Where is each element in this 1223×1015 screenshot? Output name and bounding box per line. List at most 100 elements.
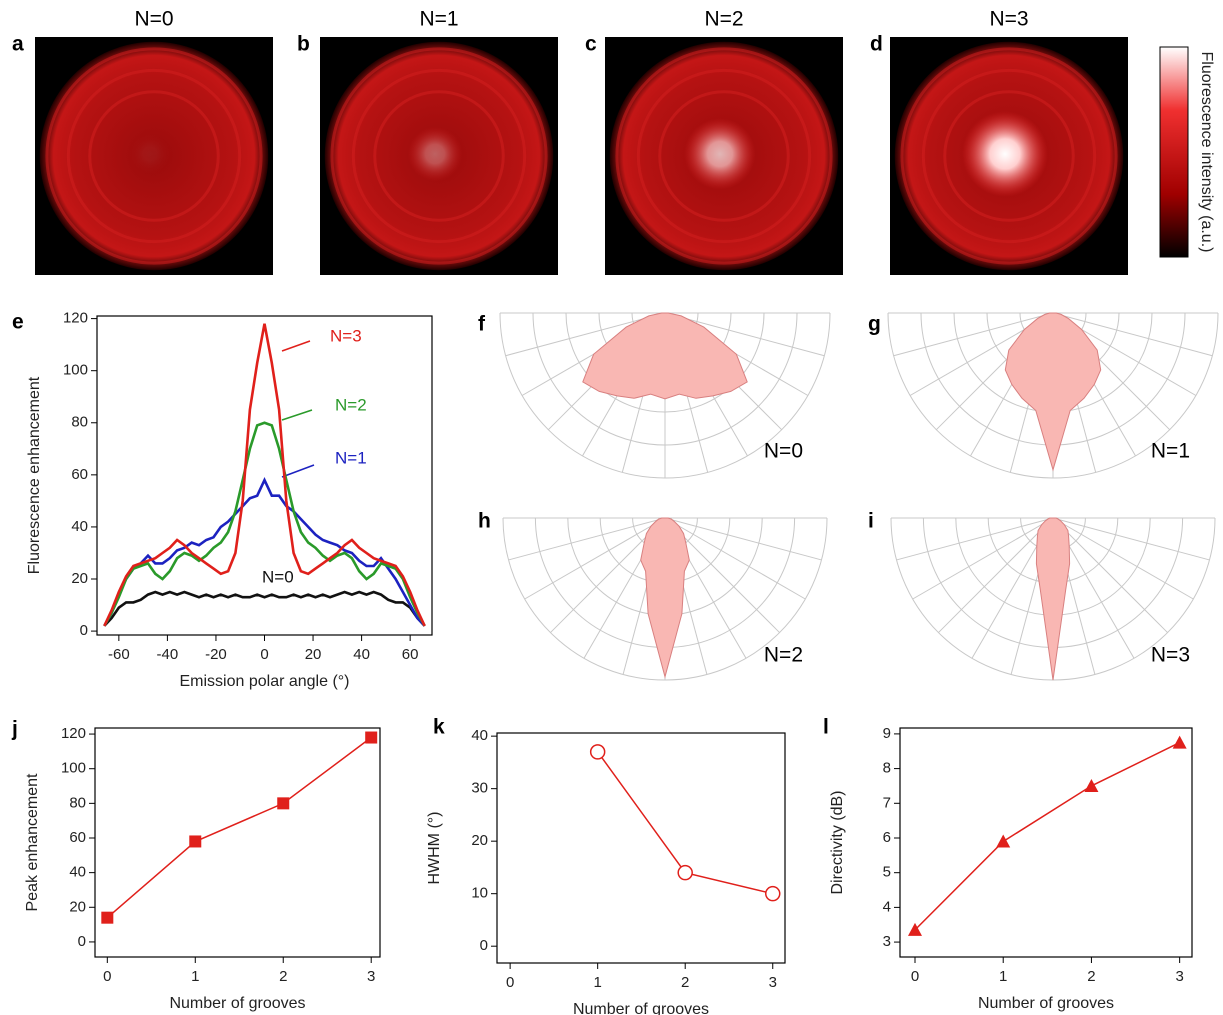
series-line — [103, 590, 426, 627]
y-axis-label: Directivity (dB) — [829, 790, 846, 894]
y-tick-label: 60 — [69, 829, 86, 846]
marker — [277, 797, 290, 810]
y-tick-label: 4 — [883, 898, 891, 915]
panel-letter: b — [297, 33, 310, 56]
grid-spoke — [508, 517, 666, 561]
ring — [658, 90, 790, 222]
ring — [330, 47, 548, 265]
x-tick-label: 3 — [367, 968, 375, 985]
series-line — [914, 741, 1180, 931]
radiation-pattern — [1035, 517, 1071, 681]
marker — [907, 922, 922, 936]
y-tick-label: 30 — [471, 780, 488, 797]
ring — [373, 90, 505, 222]
panel-letter: i — [868, 510, 874, 533]
ring — [943, 90, 1075, 222]
panel-letter: k — [433, 716, 445, 739]
series-line — [103, 477, 426, 627]
panel-letter: h — [478, 510, 491, 533]
ring — [615, 47, 833, 265]
panel-letter: e — [12, 311, 24, 334]
marker — [365, 731, 378, 744]
x-tick-label: 0 — [506, 974, 514, 991]
y-tick-label: 6 — [883, 829, 891, 846]
plot-frame — [496, 732, 786, 964]
grid-spoke — [664, 517, 822, 561]
series-line — [106, 736, 372, 919]
ring — [88, 90, 220, 222]
x-tick-label: 1 — [593, 974, 601, 991]
x-tick-label: 2 — [279, 968, 287, 985]
grid-spoke — [896, 517, 1054, 561]
y-tick-label: 3 — [883, 933, 891, 950]
panel-letter: j — [11, 718, 18, 741]
grid-spoke — [664, 517, 806, 600]
ring — [636, 68, 812, 244]
x-axis-label: Number of grooves — [573, 1001, 709, 1015]
x-tick-label: -40 — [157, 646, 179, 663]
panel-title: N=3 — [989, 8, 1028, 31]
marker — [189, 835, 202, 848]
y-tick-label: 0 — [80, 622, 88, 639]
grid-spoke — [524, 517, 666, 600]
grid-spoke — [1052, 517, 1168, 633]
marker — [589, 744, 606, 760]
x-axis-label: Number of grooves — [978, 995, 1114, 1012]
y-tick-label: 0 — [480, 937, 488, 954]
y-tick-label: 80 — [69, 794, 86, 811]
y-tick-label: 100 — [61, 760, 86, 777]
ring — [921, 68, 1097, 244]
series-label: N=0 — [262, 567, 294, 586]
ring — [66, 68, 242, 244]
y-tick-label: 9 — [883, 725, 891, 742]
y-tick-label: 60 — [71, 466, 88, 483]
marker — [1172, 735, 1187, 749]
y-tick-label: 40 — [69, 864, 86, 881]
series-label: N=1 — [335, 448, 367, 467]
y-tick-label: 100 — [63, 362, 88, 379]
x-tick-label: 20 — [305, 646, 322, 663]
x-tick-label: 0 — [911, 968, 919, 985]
colorbar — [1159, 46, 1189, 258]
grid-spoke — [893, 312, 1054, 357]
x-tick-label: 2 — [681, 974, 689, 991]
y-axis-label: Peak enhancement — [24, 773, 41, 911]
panel-letter: c — [585, 33, 597, 56]
y-tick-label: 0 — [78, 933, 86, 950]
y-tick-label: 7 — [883, 794, 891, 811]
x-axis-label: Number of grooves — [169, 995, 305, 1012]
center-spot — [962, 111, 1048, 197]
pattern-label: N=1 — [1151, 440, 1190, 463]
y-axis-label: Fluorescence enhancement — [26, 376, 43, 574]
panel-letter: g — [868, 313, 881, 336]
x-tick-label: 1 — [999, 968, 1007, 985]
x-tick-label: -60 — [108, 646, 130, 663]
y-tick-label: 20 — [71, 570, 88, 587]
series-line — [103, 421, 426, 627]
radiation-pattern — [640, 517, 690, 679]
grid-spoke — [1052, 312, 1213, 357]
series-label: N=2 — [335, 395, 367, 414]
series-leader — [281, 409, 313, 421]
ring — [351, 68, 527, 244]
marker — [764, 885, 781, 902]
panel-letter: l — [823, 716, 829, 739]
x-tick-label: 0 — [103, 968, 111, 985]
y-tick-label: 40 — [71, 518, 88, 535]
x-tick-label: -20 — [205, 646, 227, 663]
plot-frame — [96, 315, 433, 636]
center-spot — [129, 133, 171, 175]
radiation-pattern — [1004, 312, 1102, 472]
y-tick-label: 20 — [471, 832, 488, 849]
x-tick-label: 40 — [353, 646, 370, 663]
y-tick-label: 120 — [63, 310, 88, 327]
y-tick-label: 120 — [61, 725, 86, 742]
panel-letter: a — [12, 33, 24, 56]
x-tick-label: 3 — [1175, 968, 1183, 985]
y-tick-label: 5 — [883, 864, 891, 881]
x-tick-label: 2 — [1087, 968, 1095, 985]
marker — [1084, 778, 1099, 792]
y-tick-label: 8 — [883, 760, 891, 777]
x-tick-label: 1 — [191, 968, 199, 985]
